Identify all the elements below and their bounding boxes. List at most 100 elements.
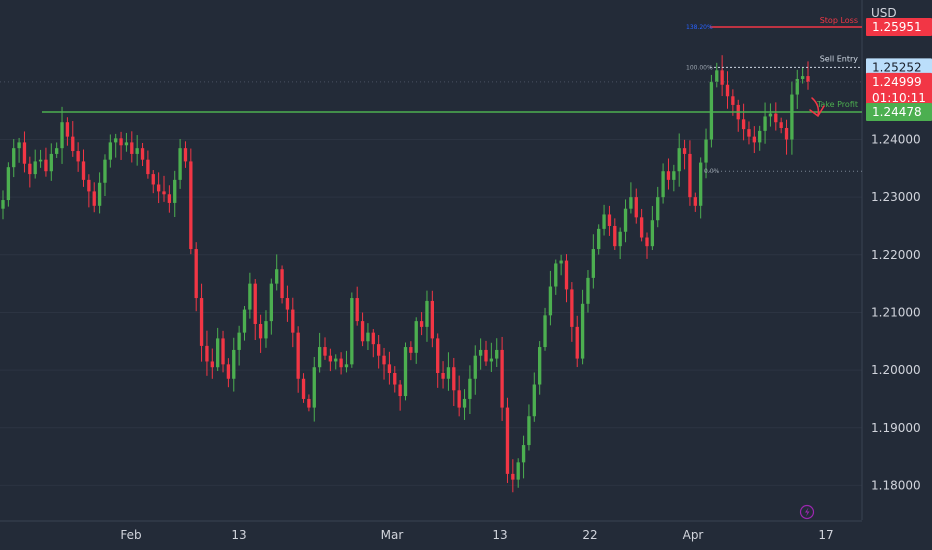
candle-body bbox=[682, 148, 687, 154]
candle-body bbox=[124, 142, 129, 146]
candle-body bbox=[419, 321, 424, 327]
lightning-icon[interactable] bbox=[799, 504, 815, 520]
sell-entry-badge: 1.25252 bbox=[866, 58, 932, 77]
candle-body bbox=[495, 349, 499, 359]
price-tick-label: 1.23000 bbox=[871, 190, 921, 204]
candle-body bbox=[81, 161, 86, 180]
candle-body bbox=[398, 384, 402, 397]
candle-body bbox=[49, 153, 53, 172]
candle-body bbox=[731, 96, 735, 105]
candle-body bbox=[55, 148, 59, 154]
candle-body bbox=[677, 148, 681, 172]
candle-body bbox=[666, 171, 671, 180]
candle-body bbox=[484, 349, 488, 362]
sell-entry-annotation: Sell Entry bbox=[820, 54, 859, 63]
candle-body bbox=[114, 138, 118, 143]
candle-body bbox=[232, 349, 236, 379]
candle-body bbox=[1, 200, 5, 209]
candle-body bbox=[806, 76, 810, 82]
candle-body bbox=[457, 390, 461, 408]
currency-label: USD bbox=[871, 6, 897, 20]
price-tick-label: 1.19000 bbox=[871, 421, 921, 435]
candle-body bbox=[591, 249, 595, 278]
candle-body bbox=[425, 300, 429, 327]
candle-body bbox=[151, 174, 155, 185]
price-tick-label: 1.20000 bbox=[871, 363, 921, 377]
candle-body bbox=[511, 473, 515, 480]
candle-body bbox=[441, 372, 445, 379]
candle-body bbox=[323, 347, 327, 356]
fib-0-label: 0.0% bbox=[704, 168, 720, 175]
time-tick-label: 22 bbox=[582, 528, 597, 542]
candle-body bbox=[661, 171, 665, 198]
candle-body bbox=[119, 138, 123, 146]
candle-body bbox=[291, 309, 295, 333]
candle-body bbox=[334, 358, 338, 362]
candle-body bbox=[65, 122, 70, 137]
candle-body bbox=[355, 298, 359, 322]
candle-body bbox=[387, 364, 392, 373]
price-tick-label: 1.24000 bbox=[871, 133, 921, 147]
candle-body bbox=[699, 162, 703, 206]
candle-body bbox=[538, 347, 542, 385]
candle-body bbox=[360, 321, 365, 342]
time-tick-label: 17 bbox=[818, 528, 833, 542]
candle-body bbox=[409, 347, 413, 353]
candle-body bbox=[693, 197, 697, 206]
candle-body bbox=[639, 217, 644, 238]
candle-body bbox=[672, 171, 676, 180]
candle-body bbox=[473, 355, 477, 379]
candle-body bbox=[656, 197, 660, 221]
svg-text:1.25951: 1.25951 bbox=[872, 20, 922, 34]
candle-body bbox=[328, 355, 333, 362]
candle-body bbox=[130, 142, 134, 154]
candle-body bbox=[446, 367, 451, 379]
candle-body bbox=[366, 332, 370, 342]
time-axis[interactable]: Feb 13 Mar 13 22 Apr 17 bbox=[120, 528, 833, 542]
candle-body bbox=[87, 179, 91, 192]
candle-body bbox=[194, 249, 198, 299]
candle-body bbox=[532, 384, 536, 417]
levels bbox=[0, 26, 862, 172]
candle-body bbox=[720, 70, 724, 85]
candle-body bbox=[527, 416, 531, 446]
candle-body bbox=[489, 358, 494, 362]
price-axis[interactable]: 1.18000 1.19000 1.20000 1.21000 1.22000 1.230… bbox=[871, 133, 921, 493]
candle-body bbox=[339, 358, 343, 368]
candle-body bbox=[226, 364, 231, 379]
candle-body bbox=[462, 398, 467, 408]
candle-body bbox=[269, 283, 273, 322]
candle-body bbox=[741, 119, 746, 130]
fib-138-label: 138.20% bbox=[686, 24, 713, 31]
candle-body bbox=[607, 214, 612, 226]
candle-body bbox=[613, 225, 617, 247]
candle-body bbox=[317, 347, 322, 368]
candle-body bbox=[280, 269, 284, 299]
candle-body bbox=[173, 179, 177, 203]
candles bbox=[1, 55, 810, 493]
candle-body bbox=[564, 260, 569, 290]
candle-body bbox=[570, 289, 574, 327]
candle-body bbox=[505, 407, 510, 474]
candle-body bbox=[704, 139, 708, 163]
candle-body bbox=[436, 338, 440, 373]
candle-body bbox=[108, 142, 112, 160]
fib-100-label: 100.00% bbox=[686, 64, 713, 71]
candle-body bbox=[199, 298, 204, 346]
candle-body bbox=[623, 208, 628, 232]
candle-body bbox=[709, 81, 714, 140]
price-tick-label: 1.21000 bbox=[871, 305, 921, 319]
candle-body bbox=[312, 367, 316, 408]
candle-body bbox=[76, 151, 80, 162]
candle-body bbox=[275, 269, 279, 284]
candle-body bbox=[393, 372, 397, 385]
candle-body bbox=[763, 116, 767, 131]
candle-body bbox=[768, 113, 773, 117]
candle-body bbox=[575, 326, 579, 359]
stop-loss-badge: 1.25951 bbox=[866, 18, 932, 37]
candle-body bbox=[784, 127, 789, 140]
candle-countdown: 01:10:11 bbox=[872, 91, 926, 105]
candle-body bbox=[237, 332, 241, 350]
